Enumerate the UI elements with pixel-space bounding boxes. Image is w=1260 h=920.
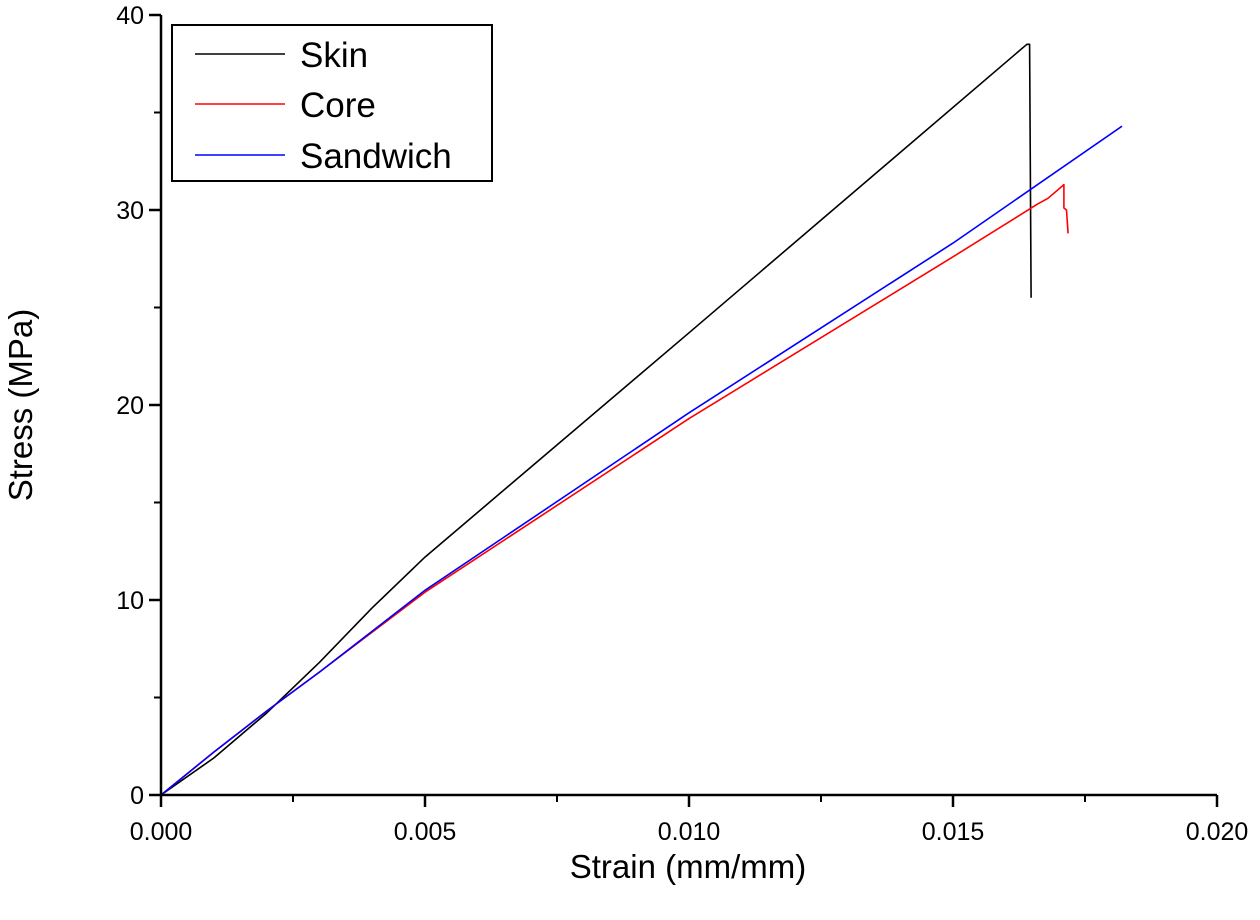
legend-label-sandwich: Sandwich [300,137,452,176]
axes: 0.000 0.005 0.010 0.015 0.020 0 10 20 30 40 [116,2,1248,846]
legend-label-core: Core [300,86,376,125]
x-axis-title: Strain (mm/mm) [570,848,806,885]
y-tick-label: 40 [116,2,144,30]
legend-label-skin: Skin [300,36,368,75]
y-tick-label: 0 [130,782,144,810]
x-tick-label: 0.010 [658,818,721,846]
x-tick-label: 0.000 [130,818,193,846]
series-line-sandwich [160,125,1123,796]
x-tick-label: 0.020 [1186,818,1249,846]
series-line-skin [160,43,1032,796]
series-line-core [160,183,1069,796]
y-tick-label: 10 [116,587,144,615]
x-tick-label: 0.015 [922,818,985,846]
y-tick-label: 20 [116,392,144,420]
y-axis-title: Stress (MPa) [2,309,39,502]
y-tick-label: 30 [116,197,144,225]
x-tick-label: 0.005 [394,818,457,846]
series-layer [160,43,1123,796]
legend: Skin Core Sandwich [171,24,493,182]
